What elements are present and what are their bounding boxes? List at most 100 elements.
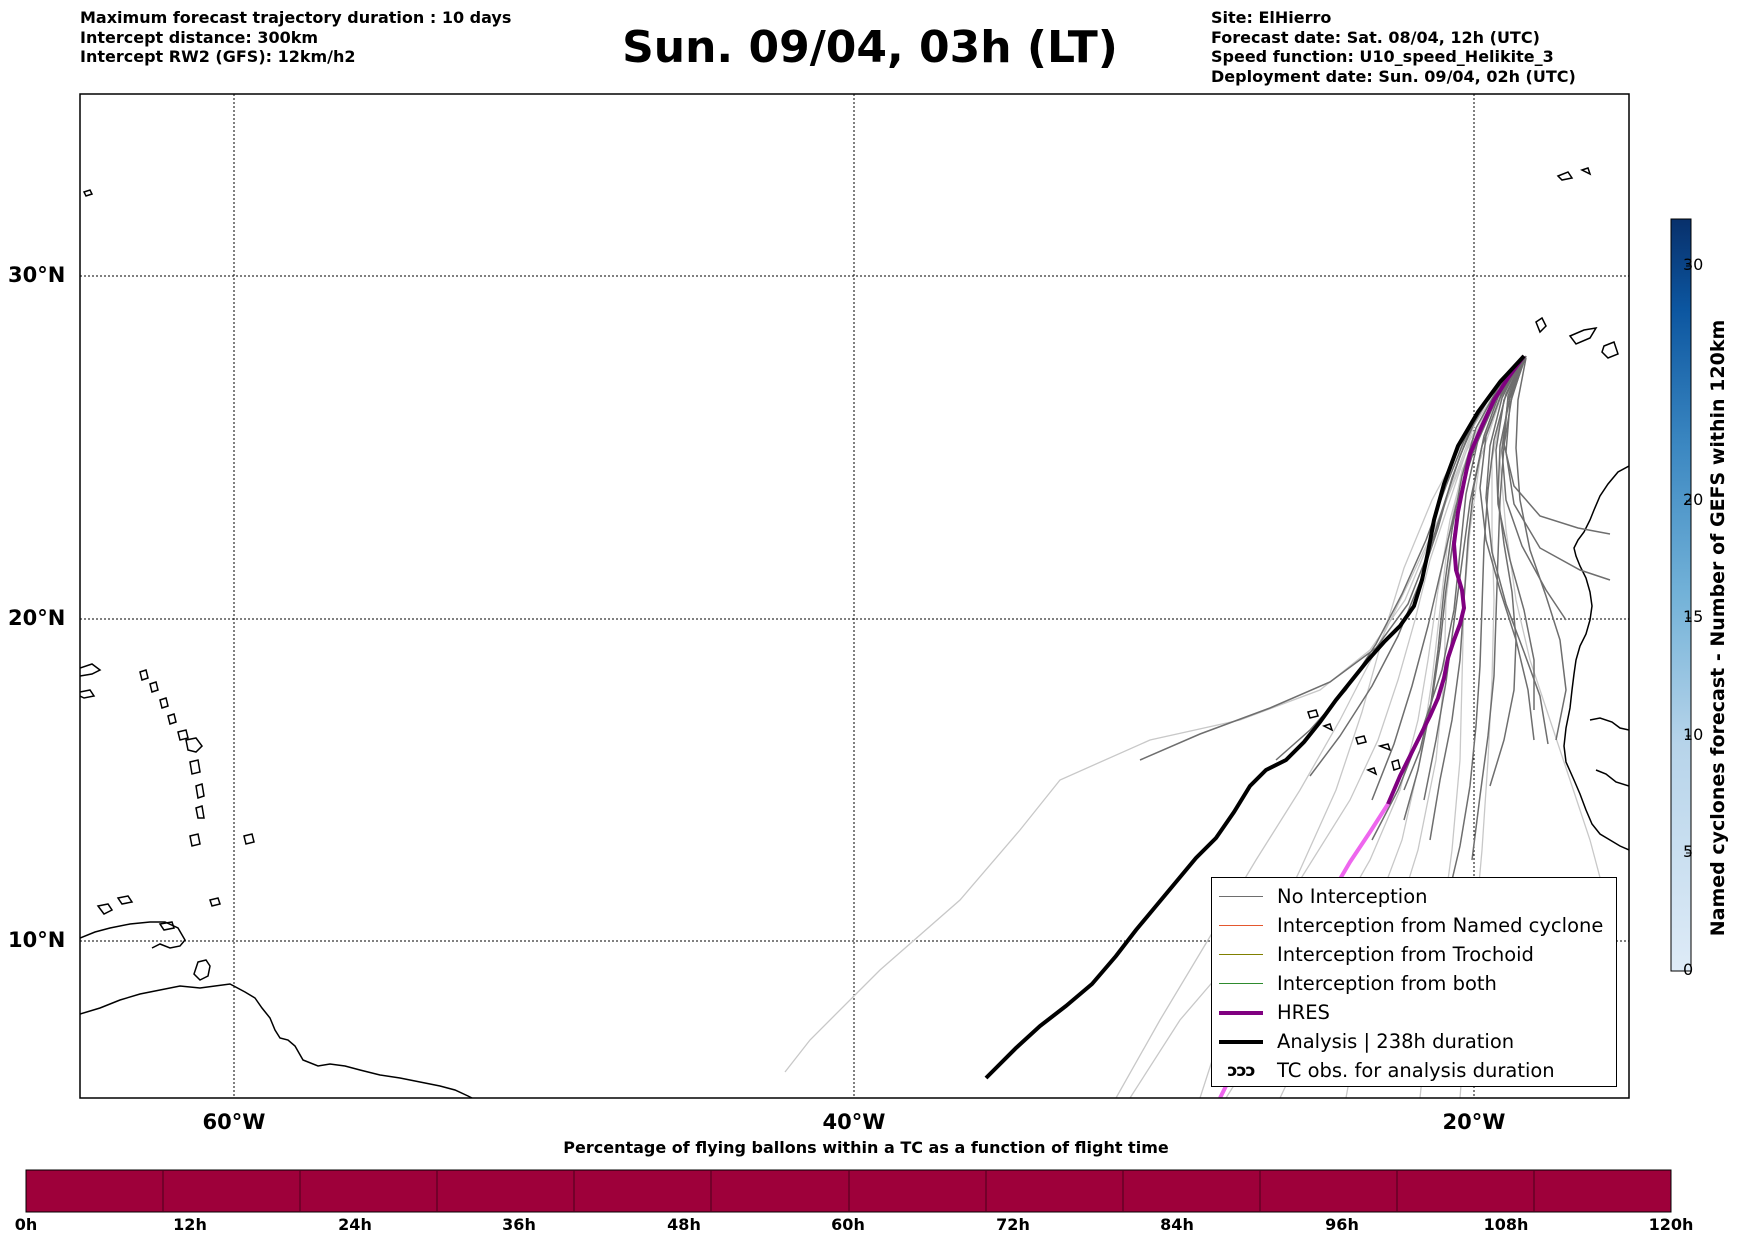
time-bar-label: 0h bbox=[14, 1215, 38, 1234]
time-bar-label: 60h bbox=[831, 1215, 865, 1234]
coast-africa bbox=[1563, 465, 1629, 851]
time-bar-ticks bbox=[162, 1170, 1535, 1212]
tc-obs-icon: ↄↄↄ bbox=[1227, 1060, 1255, 1081]
header-info-right: Site: ElHierro Forecast date: Sat. 08/04… bbox=[1211, 8, 1576, 86]
time-bar-label: 96h bbox=[1325, 1215, 1359, 1234]
trajectory-gray bbox=[1503, 355, 1611, 535]
coast-canaries bbox=[1535, 316, 1619, 359]
colorbar-title: Named cyclones forecast - Number of GEFS… bbox=[1707, 319, 1729, 937]
map-frame bbox=[79, 93, 1630, 1099]
trajectory-gray bbox=[1515, 357, 1567, 741]
coast-antigua bbox=[177, 729, 189, 741]
coast-margarita bbox=[158, 921, 175, 931]
analysis-trajectory bbox=[984, 354, 1526, 1080]
lat-label-20n: 20°N bbox=[8, 606, 66, 630]
lat-label-10n: 10°N bbox=[8, 928, 66, 952]
legend-swatch bbox=[1219, 983, 1263, 984]
legend-swatch bbox=[1219, 1039, 1263, 1044]
coast-pr bbox=[80, 689, 96, 699]
legend-item: No Interception bbox=[1212, 882, 1616, 911]
coast-africa-bays bbox=[1589, 717, 1629, 787]
hres-trajectory bbox=[1386, 354, 1526, 805]
legend-swatch bbox=[1219, 925, 1263, 926]
coast-grenada bbox=[189, 833, 201, 847]
legend-item: Interception from both bbox=[1212, 969, 1616, 998]
time-bar-label: 12h bbox=[173, 1215, 207, 1234]
coast-guadeloupe bbox=[185, 737, 203, 753]
coast-madeira bbox=[1556, 167, 1592, 181]
legend-item: Analysis | 238h duration bbox=[1212, 1027, 1616, 1056]
legend-item: Interception from Trochoid bbox=[1212, 940, 1616, 969]
time-bar-label: 48h bbox=[667, 1215, 701, 1234]
colorbar-tick-label: 20 bbox=[1683, 490, 1704, 509]
coast-bermuda bbox=[82, 189, 94, 197]
legend-item: ↄↄↄ TC obs. for analysis duration bbox=[1212, 1056, 1616, 1085]
trajectory-gray bbox=[1479, 355, 1535, 741]
colorbar-tick-label: 10 bbox=[1683, 725, 1704, 744]
time-bar-label: 84h bbox=[1160, 1215, 1194, 1234]
map-legend: No Interception Interception from Named … bbox=[1211, 877, 1617, 1087]
header-info-line: Intercept RW2 (GFS): 12km/h2 bbox=[80, 47, 356, 66]
colorbar bbox=[1670, 218, 1692, 972]
coast-curacao bbox=[116, 895, 134, 905]
trajectory-gray bbox=[1489, 355, 1527, 787]
legend-swatch bbox=[1219, 954, 1263, 955]
time-bar-label: 120h bbox=[1648, 1215, 1694, 1234]
coast-south-america bbox=[80, 983, 473, 1098]
trajectory-gray bbox=[1429, 357, 1523, 841]
time-bar-title: Percentage of flying ballons within a TC… bbox=[563, 1138, 1169, 1157]
coast-trinidad bbox=[193, 959, 211, 981]
header-info-line: Maximum forecast trajectory duration : 1… bbox=[80, 8, 512, 27]
time-bar bbox=[25, 1169, 1672, 1213]
coast-cuba-edge bbox=[80, 663, 102, 677]
coast-venezuela bbox=[80, 921, 186, 949]
time-bar-label: 72h bbox=[996, 1215, 1030, 1234]
colorbar-tick-label: 5 bbox=[1683, 842, 1694, 861]
legend-label: TC obs. for analysis duration bbox=[1277, 1059, 1555, 1082]
coast-capeverde bbox=[1307, 709, 1401, 776]
coast-tobago bbox=[209, 897, 221, 907]
trajectory-gray bbox=[1451, 355, 1525, 881]
header-info-line: Deployment date: Sun. 09/04, 02h (UTC) bbox=[1211, 66, 1576, 86]
header-info-line: Site: ElHierro bbox=[1211, 8, 1332, 27]
coast-barbados bbox=[243, 833, 255, 845]
trajectory-faint bbox=[784, 355, 1525, 1073]
legend-swatch bbox=[1219, 1010, 1263, 1015]
time-bar-label: 24h bbox=[338, 1215, 372, 1234]
lon-label-60w: 60°W bbox=[202, 1110, 266, 1134]
time-bar-label: 108h bbox=[1483, 1215, 1529, 1234]
header-info-left: Maximum forecast trajectory duration : 1… bbox=[80, 8, 511, 67]
colorbar-fill bbox=[1670, 218, 1692, 972]
coast-stlucia bbox=[195, 783, 205, 799]
time-bar-label: 36h bbox=[502, 1215, 536, 1234]
trajectory-faint bbox=[1115, 357, 1523, 1098]
header-info-line: Intercept distance: 300km bbox=[80, 27, 319, 47]
colorbar-tick-label: 15 bbox=[1683, 607, 1704, 626]
header-info-line: Forecast date: Sat. 08/04, 12h (UTC) bbox=[1211, 27, 1540, 47]
legend-item: HRES bbox=[1212, 998, 1616, 1027]
coastlines bbox=[80, 167, 1629, 1098]
legend-label: Analysis | 238h duration bbox=[1277, 1030, 1515, 1053]
header-info-line: Speed function: U10_speed_Helikite_3 bbox=[1211, 47, 1554, 66]
lon-label-20w: 20°W bbox=[1442, 1110, 1506, 1134]
trajectory-gray bbox=[1403, 355, 1525, 821]
page-title: Sun. 09/04, 03h (LT) bbox=[622, 22, 1118, 73]
legend-label: HRES bbox=[1277, 1001, 1330, 1024]
coast-leewards bbox=[139, 669, 177, 725]
coast-stvincent bbox=[195, 805, 205, 819]
legend-label: No Interception bbox=[1277, 885, 1428, 908]
coast-martinique bbox=[189, 759, 201, 775]
lon-label-40w: 40°W bbox=[822, 1110, 886, 1134]
colorbar-tick-label: 30 bbox=[1683, 255, 1704, 274]
legend-item: Interception from Named cyclone bbox=[1212, 911, 1616, 940]
lat-label-30n: 30°N bbox=[8, 263, 66, 287]
coast-aruba bbox=[96, 903, 114, 915]
trajectory-gray bbox=[1495, 357, 1535, 710]
colorbar-tick-label: 0 bbox=[1683, 960, 1694, 979]
trajectory-gray bbox=[1505, 359, 1611, 581]
legend-label: Interception from both bbox=[1277, 972, 1497, 995]
legend-label: Interception from Trochoid bbox=[1277, 943, 1534, 966]
legend-label: Interception from Named cyclone bbox=[1277, 914, 1604, 937]
legend-swatch bbox=[1219, 896, 1263, 897]
